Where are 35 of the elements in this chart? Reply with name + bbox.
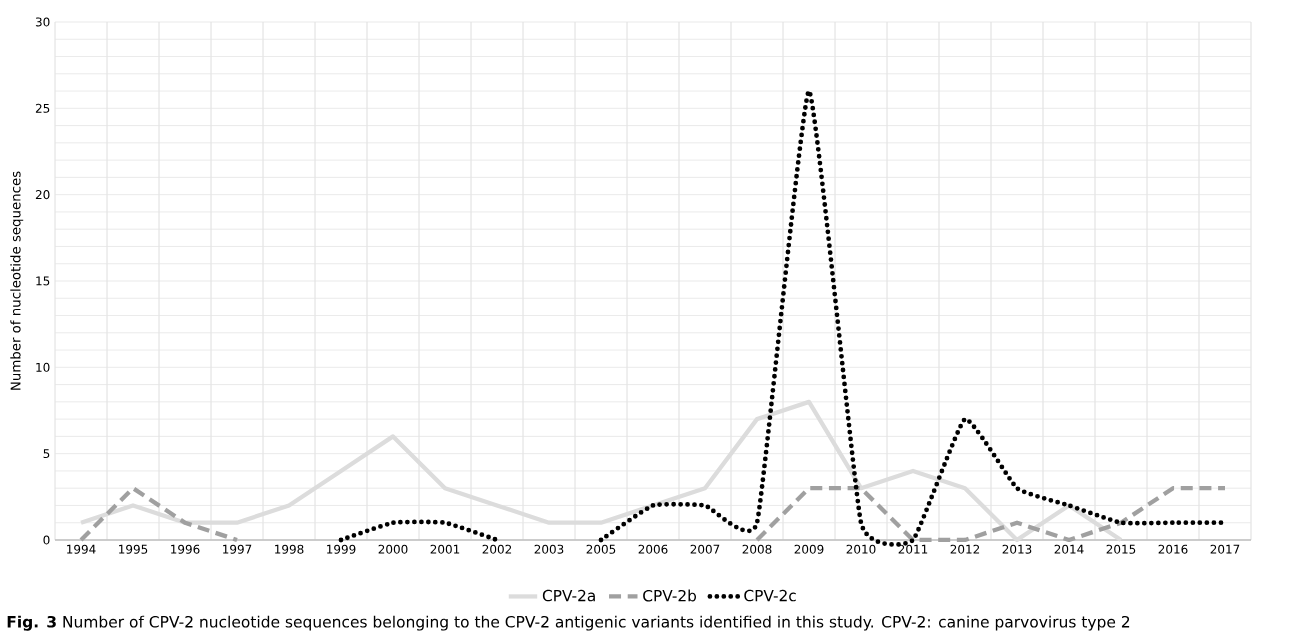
x-tick-label: 2000 (378, 544, 408, 554)
text: Fig. 3 Number of CPV-2 nucleotide sequences belonging to the CPV-2 antigenic variants identified in this study. CPV-2: canine parvovirus type 2 (7, 615, 1130, 631)
x-tick-label: 2017 (1210, 544, 1240, 554)
x-tick-label: 2001 (430, 544, 460, 554)
legend-label: CPV-2b (643, 589, 697, 602)
x-tick-label: 1999 (327, 544, 356, 554)
x-tick-label: 1995 (119, 544, 148, 554)
x-tick-label: 1998 (275, 544, 304, 554)
x-tick-label: 2011 (898, 544, 928, 554)
y-tick-label: 25 (35, 103, 50, 113)
x-tick-label: 2009 (794, 544, 824, 554)
x-tick-label: 2005 (586, 544, 616, 554)
x-tick-label: 2015 (1106, 544, 1136, 554)
x-tick-label: 2010 (846, 544, 876, 554)
x-tick-label: 1996 (171, 544, 200, 554)
legend-label: CPV-2c (744, 589, 796, 602)
x-tick-label: 1997 (223, 544, 252, 554)
y-axis-title: Number of nucleotide sequences (10, 171, 24, 390)
y-tick-label: 5 (43, 449, 50, 459)
x-tick-label: 2006 (638, 544, 668, 554)
y-tick-label: 15 (36, 276, 50, 286)
x-tick-label: 2002 (482, 544, 512, 554)
x-tick-label: 2012 (950, 544, 980, 554)
x-tick-label: 2013 (1002, 544, 1032, 554)
x-tick-label: 2008 (742, 544, 772, 554)
x-tick-label: 2016 (1158, 544, 1188, 554)
y-tick-label: 20 (35, 190, 50, 200)
x-tick-label: 2003 (534, 544, 564, 554)
y-tick-label: 0 (43, 535, 50, 545)
y-tick-label: 30 (35, 17, 50, 27)
x-tick-label: 2014 (1054, 544, 1084, 554)
y-tick-label: 10 (36, 362, 50, 372)
x-tick-label: 2007 (690, 544, 720, 554)
x-tick-label: 1994 (67, 544, 96, 554)
legend-label: CPV-2a (542, 589, 595, 602)
